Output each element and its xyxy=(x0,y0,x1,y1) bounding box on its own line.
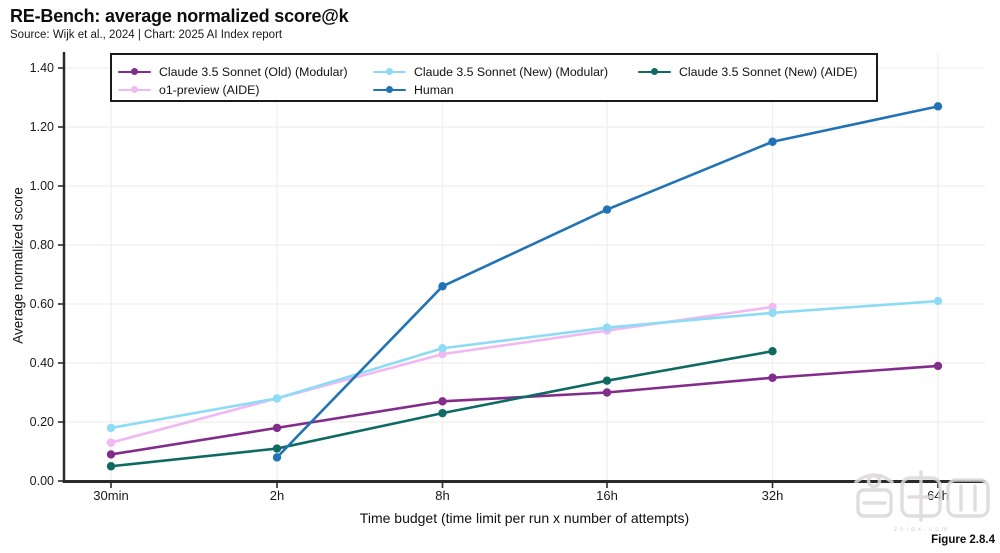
legend-dot-icon xyxy=(386,68,393,76)
series-point-0 xyxy=(768,373,777,382)
chart-title: RE-Bench: average normalized score@k xyxy=(10,6,349,26)
chart-source: Source: Wijk et al., 2024 | Chart: 2025 … xyxy=(10,29,283,41)
legend-swatch-icon xyxy=(373,68,406,76)
figure-label: Figure 2.8.4 xyxy=(931,534,995,546)
zhidx-watermark: zhidx.com xyxy=(848,466,996,538)
y-tick-label: 1.00 xyxy=(30,179,54,193)
series-point-3 xyxy=(438,349,447,359)
series-point-4 xyxy=(933,102,943,111)
legend-swatch-icon xyxy=(373,86,406,94)
legend-item-3: o1-preview (AIDE) xyxy=(118,82,259,98)
series-point-2 xyxy=(768,347,777,356)
series-point-2 xyxy=(438,408,447,418)
legend-label: Claude 3.5 Sonnet (New) (Modular) xyxy=(414,65,609,79)
series-point-1 xyxy=(106,423,116,433)
legend-label: Claude 3.5 Sonnet (New) (AIDE) xyxy=(679,65,858,79)
zhidx-watermark-logo xyxy=(854,470,990,522)
legend-box: Claude 3.5 Sonnet (Old) (Modular) Claude … xyxy=(110,53,878,102)
legend-dot-icon xyxy=(131,68,138,76)
series-point-4 xyxy=(768,137,777,146)
series-point-0 xyxy=(933,361,943,371)
series-point-1 xyxy=(933,296,943,306)
series-point-2 xyxy=(602,376,612,385)
series-line-2 xyxy=(109,349,774,468)
series-point-1 xyxy=(438,344,447,353)
y-tick-label: 1.20 xyxy=(30,120,54,134)
x-tick-label: 64h xyxy=(927,488,949,503)
x-axis-title: Time budget (time limit per run x number… xyxy=(359,510,690,526)
series-point-0 xyxy=(602,388,612,397)
x-tick-label: 32h xyxy=(762,488,784,503)
legend-label: o1-preview (AIDE) xyxy=(159,83,260,97)
series-point-1 xyxy=(768,308,777,318)
legend-item-4: Human xyxy=(373,82,454,98)
series-point-0 xyxy=(106,450,116,459)
series-point-1 xyxy=(272,394,282,403)
series-point-2 xyxy=(272,444,282,453)
x-tick-label: 16h xyxy=(596,488,618,503)
series-point-0 xyxy=(272,423,282,433)
legend-label: Human xyxy=(414,83,454,97)
legend-item-1: Claude 3.5 Sonnet (New) (Modular) xyxy=(373,64,608,80)
series-point-2 xyxy=(106,462,116,471)
y-tick-label: 1.40 xyxy=(30,61,54,75)
legend-dot-icon xyxy=(386,86,393,94)
series-point-1 xyxy=(602,323,612,332)
legend-swatch-icon xyxy=(118,68,151,76)
x-tick-label: 2h xyxy=(270,488,284,503)
legend-dot-icon xyxy=(651,68,658,76)
legend-swatch-icon xyxy=(118,86,151,94)
watermark-caption: zhidx.com xyxy=(893,526,951,533)
y-tick-label: 0.80 xyxy=(30,238,54,252)
y-axis-title: Average normalized score xyxy=(10,187,26,344)
series-point-3 xyxy=(768,302,777,312)
series-point-4 xyxy=(438,282,447,291)
legend-item-0: Claude 3.5 Sonnet (Old) (Modular) xyxy=(118,64,348,80)
series-point-4 xyxy=(602,205,612,214)
y-tick-label: 0.00 xyxy=(30,474,54,488)
legend-swatch-icon xyxy=(638,68,671,76)
y-tick-label: 0.60 xyxy=(30,297,54,311)
series-line-1 xyxy=(109,299,940,430)
y-tick-label: 0.20 xyxy=(30,415,54,429)
x-tick-label: 8h xyxy=(435,488,449,503)
legend-item-2: Claude 3.5 Sonnet (New) (AIDE) xyxy=(638,64,857,80)
legend-dot-icon xyxy=(131,86,138,94)
series-point-0 xyxy=(438,397,447,406)
legend-label: Claude 3.5 Sonnet (Old) (Modular) xyxy=(159,65,348,79)
series-point-3 xyxy=(106,438,116,447)
y-tick-label: 0.40 xyxy=(30,356,54,370)
x-tick-label: 30min xyxy=(93,488,128,503)
series-point-4 xyxy=(272,453,282,462)
